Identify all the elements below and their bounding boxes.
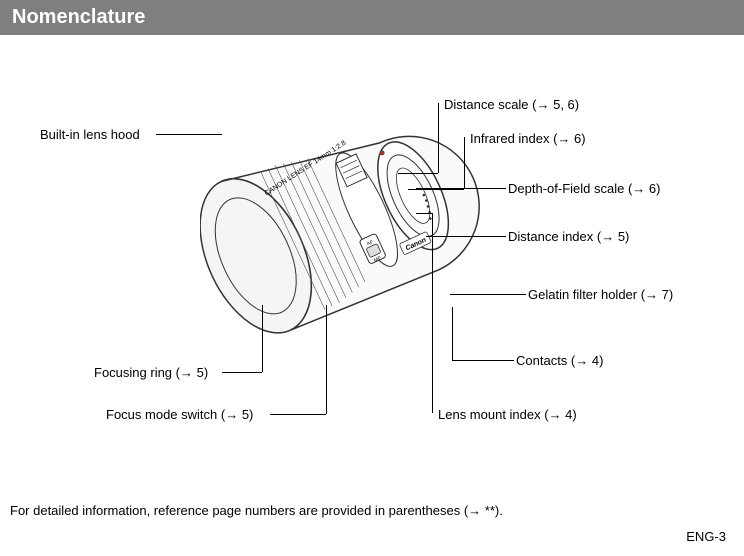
label-gelatin-holder: Gelatin filter holder (→ 7) bbox=[528, 287, 673, 302]
page-title: Nomenclature bbox=[12, 6, 145, 28]
diagram-area: COPY bbox=[0, 45, 744, 485]
label-focusing-ring: Focusing ring (→ 5) bbox=[94, 365, 208, 380]
label-contacts: Contacts (→ 4) bbox=[516, 353, 603, 368]
leader bbox=[156, 134, 222, 135]
label-lens-mount-index: Lens mount index (→ 4) bbox=[438, 407, 577, 422]
label-focus-switch: Focus mode switch (→ 5) bbox=[106, 407, 253, 422]
leader bbox=[450, 294, 526, 295]
leader bbox=[452, 360, 514, 361]
label-distance-index: Distance index (→ 5) bbox=[508, 229, 629, 244]
label-infrared-index: Infrared index (→ 6) bbox=[470, 131, 586, 146]
title-bar: Nomenclature bbox=[0, 0, 744, 35]
leader bbox=[326, 305, 327, 414]
leader bbox=[426, 236, 506, 237]
leader bbox=[452, 307, 453, 360]
leader bbox=[270, 414, 326, 415]
label-built-in-hood: Built-in lens hood bbox=[40, 127, 140, 142]
leader bbox=[262, 305, 263, 372]
leader bbox=[398, 173, 438, 174]
page-number: ENG-3 bbox=[686, 529, 726, 544]
leader bbox=[416, 188, 506, 189]
label-distance-scale: Distance scale (→ 5, 6) bbox=[444, 97, 579, 112]
leader bbox=[438, 103, 439, 173]
lens-illustration: AF MF CANON LENS EF 14mm 1:2.8 Canon bbox=[200, 105, 500, 385]
label-dof-scale: Depth-of-Field scale (→ 6) bbox=[508, 181, 660, 196]
footer-note: For detailed information, reference page… bbox=[10, 503, 503, 518]
leader bbox=[464, 137, 465, 189]
leader bbox=[408, 189, 464, 190]
leader bbox=[416, 213, 432, 214]
leader bbox=[432, 213, 433, 413]
leader bbox=[222, 372, 262, 373]
